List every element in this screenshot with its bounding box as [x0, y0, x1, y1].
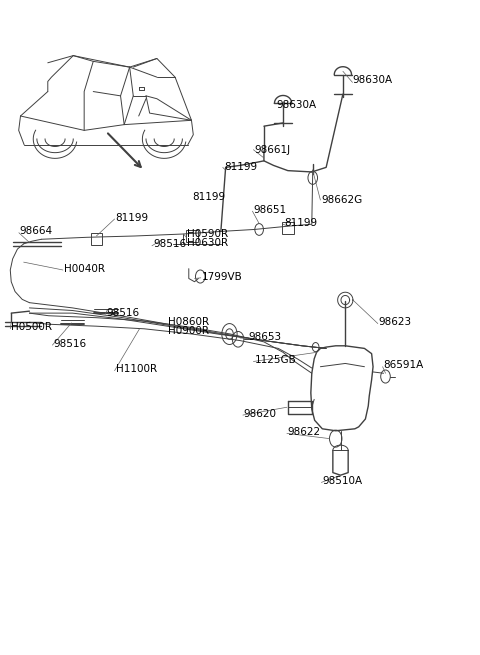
Text: 98662G: 98662G	[322, 195, 362, 205]
Text: 86591A: 86591A	[384, 360, 424, 371]
Text: H0590R: H0590R	[187, 229, 228, 239]
Text: 98623: 98623	[379, 317, 412, 328]
Text: H0900R: H0900R	[168, 326, 209, 336]
Text: H1100R: H1100R	[116, 364, 156, 374]
Text: 98630A: 98630A	[276, 100, 316, 110]
Text: 98510A: 98510A	[323, 476, 362, 486]
Text: H0630R: H0630R	[187, 238, 228, 248]
Text: H0860R: H0860R	[168, 317, 209, 328]
Text: 98630A: 98630A	[352, 75, 393, 85]
Text: 1125GB: 1125GB	[254, 355, 296, 365]
Text: 98622: 98622	[288, 427, 321, 437]
Bar	[282, 222, 294, 234]
Bar	[186, 230, 198, 242]
Text: H0500R: H0500R	[11, 322, 52, 333]
Text: 98516: 98516	[53, 339, 86, 349]
Text: 98516: 98516	[106, 308, 139, 318]
Text: 81199: 81199	[225, 162, 258, 172]
Text: 98664: 98664	[20, 226, 53, 236]
Bar	[91, 233, 102, 245]
Text: 98620: 98620	[244, 409, 277, 419]
Text: 98661J: 98661J	[254, 145, 290, 155]
Text: 81199: 81199	[192, 192, 225, 202]
Text: 81199: 81199	[116, 213, 149, 223]
Text: 1799VB: 1799VB	[202, 272, 242, 282]
Text: 98653: 98653	[249, 332, 282, 343]
Text: H0040R: H0040R	[64, 264, 105, 274]
Text: 98651: 98651	[253, 205, 287, 215]
Text: 98516: 98516	[153, 239, 186, 249]
Text: 81199: 81199	[284, 218, 317, 228]
